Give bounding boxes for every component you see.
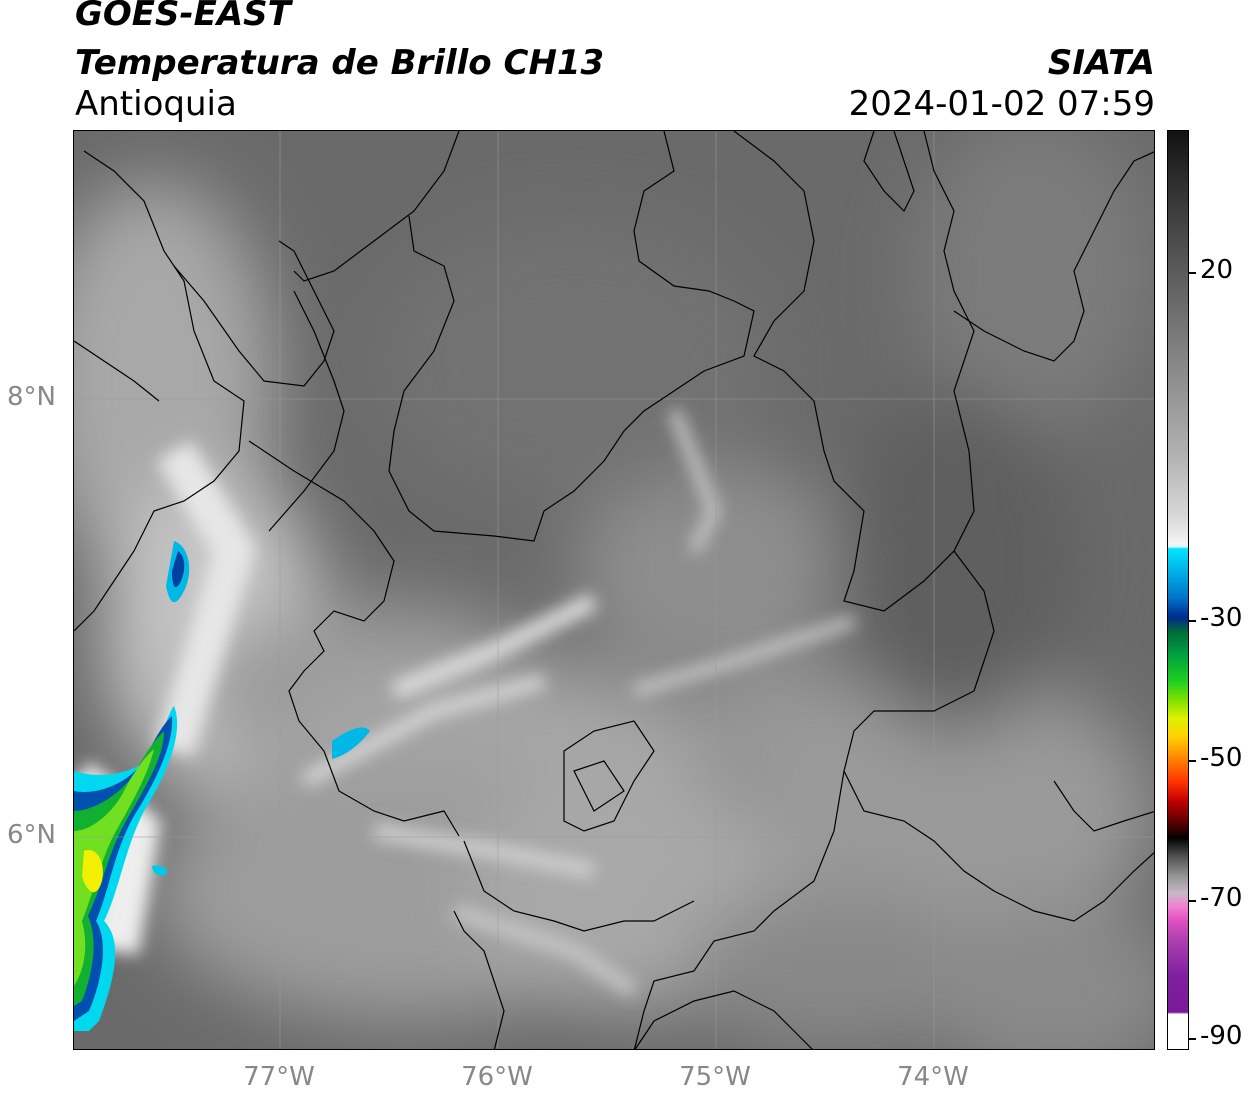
colorbar-tick (1189, 272, 1196, 274)
region-label: Antioquia (75, 84, 237, 124)
satellite-title: GOES-EAST (75, 0, 291, 34)
lon-label-75W: 75°W (679, 1062, 751, 1092)
lat-label-8N: 8°N (7, 382, 56, 412)
cloud-field (74, 131, 1154, 1049)
lon-label-76W: 76°W (461, 1062, 533, 1092)
colorbar-tick (1189, 1038, 1196, 1040)
satellite-map (73, 130, 1155, 1050)
colorbar-tick (1189, 900, 1196, 902)
organization-label: SIATA (1047, 43, 1155, 83)
colorbar (1167, 130, 1189, 1050)
gridlines (74, 131, 1154, 1049)
colorbar-tick (1189, 620, 1196, 622)
colorbar-label-minus90: -90 (1200, 1021, 1243, 1051)
datetime-label: 2024-01-02 07:59 (848, 84, 1155, 124)
lon-label-74W: 74°W (897, 1062, 969, 1092)
colorbar-label-20: 20 (1200, 255, 1234, 285)
product-title: Temperatura de Brillo CH13 (75, 43, 605, 83)
map-canvas (74, 131, 1154, 1049)
colorbar-label-minus30: -30 (1200, 603, 1243, 633)
boundaries (74, 131, 1154, 1049)
lat-label-6N: 6°N (7, 820, 56, 850)
colorbar-label-minus70: -70 (1200, 883, 1243, 913)
convective-cores (74, 541, 370, 1031)
lon-label-77W: 77°W (243, 1062, 315, 1092)
colorbar-label-minus50: -50 (1200, 743, 1243, 773)
colorbar-tick (1189, 760, 1196, 762)
